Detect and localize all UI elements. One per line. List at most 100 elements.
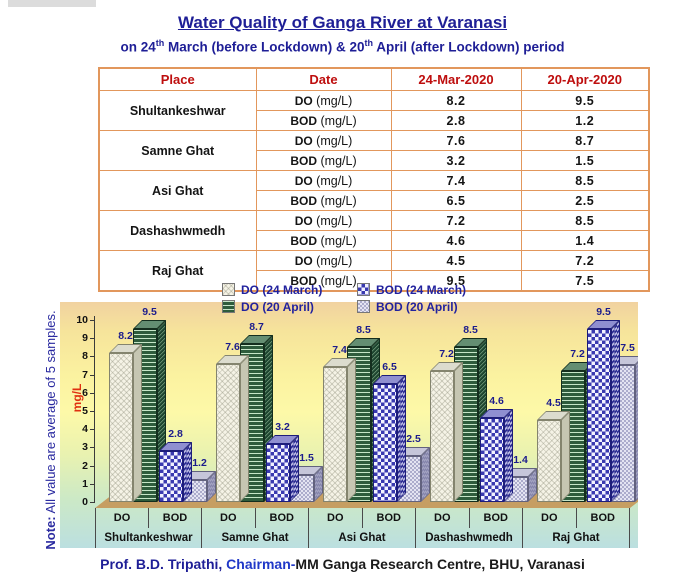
bar-bod-mar: [159, 442, 192, 502]
bar-value-label: 4.6: [489, 395, 504, 407]
water-quality-table-body: Shultankeshwar DO (mg/L) 8.2 9.5 BOD (mg/L) 2…: [98, 90, 650, 292]
table-row: BOD (mg/L) 6.5 2.5: [99, 190, 650, 211]
bar-do-mar: [323, 358, 356, 502]
y-tick-label: 7: [82, 368, 88, 381]
x-sublabel-do: DO: [202, 508, 256, 528]
legend-swatch-bod-mar: [357, 283, 370, 296]
y-tick-label: 10: [76, 314, 88, 326]
bar-side-face: [240, 355, 249, 502]
y-axis-line: [94, 316, 95, 502]
legend-swatch-do-apr: [222, 300, 235, 313]
bar-side-face: [635, 356, 638, 502]
table-cell-value-april: 1.4: [520, 230, 650, 251]
x-group-name: Samne Ghat: [221, 532, 289, 544]
page-subtitle: on 24th March (before Lockdown) & 20th A…: [0, 38, 685, 55]
x-group-2: DO BOD Asi Ghat: [309, 508, 416, 548]
y-tick-mark: [90, 483, 95, 485]
y-tick-mark: [90, 356, 95, 358]
bar-value-label: 3.2: [275, 421, 290, 433]
y-tick-label: 3: [82, 441, 88, 454]
table-cell-value-april: 1.5: [520, 150, 650, 171]
table-row: Raj Ghat DO (mg/L) 4.5 7.2: [98, 250, 650, 292]
y-tick-label: 5: [82, 405, 88, 417]
parameter-do-label: DO: [294, 133, 313, 148]
bar-do-mar: [216, 355, 249, 502]
x-group-1: DO BOD Samne Ghat: [202, 508, 309, 548]
bar-side-face: [454, 362, 463, 502]
bar-side-face: [290, 435, 299, 502]
x-group-name: Asi Ghat: [338, 532, 386, 544]
legend-swatch-bod-apr: [357, 300, 370, 313]
legend-label: BOD (24 March): [376, 282, 467, 297]
table-cell-parameter: BOD (mg/L): [255, 150, 392, 171]
x-sublabel-do: DO: [309, 508, 363, 528]
legend-label: BOD (20 April): [376, 299, 458, 314]
bar-front-face: [323, 367, 347, 502]
legend-item-do-apr: DO (20 April): [222, 298, 357, 315]
table-cell-parameter: DO (mg/L): [255, 250, 392, 271]
parameter-do-label: DO: [294, 173, 313, 188]
table-cell-value-march: 3.2: [390, 150, 522, 171]
table-cell-place: Samne Ghat: [98, 130, 257, 171]
legend-item-bod-apr: BOD (20 April): [357, 298, 507, 315]
y-tick-label: 6: [82, 386, 88, 399]
window-artifact-strip: [8, 0, 96, 7]
x-sublabels-row: DO BOD: [309, 508, 415, 528]
bar-value-label: 1.2: [192, 457, 207, 469]
table-cell-place: Asi Ghat: [98, 170, 257, 211]
table-cell-parameter: BOD (mg/L): [255, 190, 392, 211]
legend-item-bod-mar: BOD (24 March): [357, 281, 507, 298]
bar-value-label: 9.5: [142, 306, 157, 318]
table-cell-place: Shultankeshwar: [98, 90, 257, 131]
table-cell-value-march: 8.2: [390, 90, 522, 111]
bar-bod-mar: [266, 435, 299, 502]
legend-swatch-do-mar: [222, 283, 235, 296]
table-cell-parameter: DO (mg/L): [255, 90, 392, 111]
table-cell-parameter: BOD (mg/L): [255, 110, 392, 131]
bar-front-face: [480, 418, 504, 502]
bar-bod-mar: [373, 375, 406, 502]
water-quality-table: Place Date 24-Mar-2020 20-Apr-2020 Shult…: [98, 67, 650, 292]
y-tick-mark: [90, 429, 95, 431]
table-cell-value-march: 7.4: [390, 170, 522, 191]
table-cell-value-april: 8.7: [520, 130, 650, 151]
subtitle-part-1: on 24: [120, 39, 156, 55]
bar-value-label: 4.5: [546, 397, 561, 409]
parameter-do-label: DO: [294, 93, 313, 108]
y-tick-label: 4: [82, 423, 88, 436]
bar-front-face: [537, 420, 561, 502]
parameter-unit: (mg/L): [317, 233, 357, 248]
col-header-march: 24-Mar-2020: [390, 67, 522, 91]
bar-value-label: 9.5: [596, 306, 611, 318]
x-group-name: Shultankeshwar: [104, 532, 193, 544]
table-cell-parameter: DO (mg/L): [255, 170, 392, 191]
table-cell-value-march: 6.5: [390, 190, 522, 211]
table-cell-value-march: 7.6: [390, 130, 522, 151]
x-sublabel-do: DO: [416, 508, 470, 528]
attribution-role: Chairman-: [222, 556, 296, 572]
y-tick-label: 2: [82, 459, 88, 472]
y-tick-mark: [90, 320, 95, 321]
table-cell-value-march: 2.8: [390, 110, 522, 131]
bar-side-face: [421, 447, 430, 502]
parameter-bod-label: BOD: [290, 153, 318, 168]
bar-chart: 0 1 2 3 4 5 6 7 8 9 10 mg/L 9.5 8.2 1.2 2.8 8.7 7.6 1.5 3…: [60, 302, 638, 548]
parameter-unit: (mg/L): [312, 253, 353, 268]
parameter-unit: (mg/L): [317, 273, 357, 288]
table-cell-value-april: 8.5: [520, 210, 650, 231]
parameter-bod-label: BOD: [290, 233, 318, 248]
y-tick-label: 1: [82, 477, 88, 490]
table-cell-value-march: 7.2: [390, 210, 522, 231]
y-tick-mark: [90, 411, 95, 412]
col-header-place: Place: [98, 67, 257, 91]
bar-front-face: [587, 329, 611, 502]
parameter-unit: (mg/L): [312, 173, 353, 188]
table-row: BOD (mg/L) 4.6 1.4: [99, 230, 650, 251]
x-sublabels-row: DO BOD: [416, 508, 522, 528]
chart-note-text: All value are average of 5 samples.: [43, 310, 58, 517]
bar-front-face: [216, 364, 240, 502]
bar-value-label: 7.4: [332, 344, 347, 356]
y-tick-label: 0: [82, 496, 88, 508]
bar-side-face: [183, 442, 192, 502]
